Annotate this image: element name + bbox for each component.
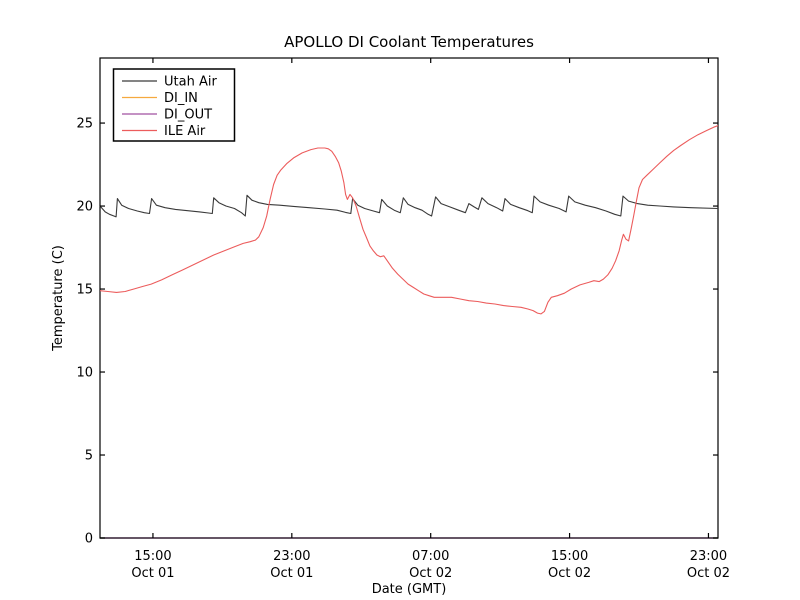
chart-title: APOLLO DI Coolant Temperatures — [284, 33, 534, 51]
y-axis-label: Temperature (C) — [51, 245, 66, 352]
legend-label: Utah Air — [164, 75, 217, 90]
x-tick-date-label: Oct 01 — [270, 566, 313, 581]
x-tick-time-label: 23:00 — [273, 549, 310, 564]
legend-label: DI_IN — [164, 91, 198, 106]
x-tick-date-label: Oct 02 — [687, 566, 730, 581]
series-line-utah-air — [99, 194, 719, 218]
y-tick-label: 10 — [76, 366, 93, 381]
x-tick-time-label: 15:00 — [134, 549, 171, 564]
y-tick-label: 15 — [76, 283, 93, 298]
x-tick-date-label: Oct 01 — [131, 566, 174, 581]
x-tick-date-label: Oct 02 — [548, 566, 591, 581]
x-tick-time-label: 15:00 — [551, 549, 588, 564]
legend-label: DI_OUT — [164, 108, 212, 123]
y-tick-label: 5 — [85, 449, 93, 464]
x-tick-time-label: 23:00 — [690, 549, 727, 564]
y-tick-label: 25 — [76, 117, 93, 132]
x-tick-date-label: Oct 02 — [409, 566, 452, 581]
y-tick-label: 20 — [76, 200, 93, 215]
y-tick-label: 0 — [85, 532, 93, 547]
x-axis-label: Date (GMT) — [372, 582, 447, 597]
series-line-ile-air — [99, 125, 719, 315]
x-tick-time-label: 07:00 — [412, 549, 449, 564]
legend-label: ILE Air — [164, 124, 206, 139]
